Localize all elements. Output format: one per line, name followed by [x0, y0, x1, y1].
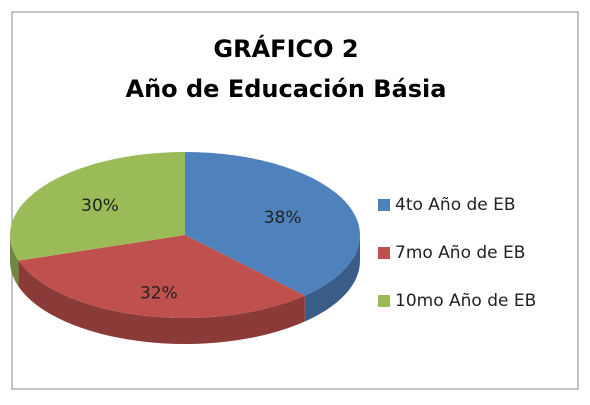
legend-swatch	[378, 199, 390, 211]
pie-slice	[18, 235, 305, 318]
pie-slice-side	[18, 260, 305, 344]
chart-title: GRÁFICO 2	[213, 34, 358, 63]
data-label: 30%	[81, 196, 119, 216]
pie-slice-side	[10, 235, 19, 287]
legend-swatch	[378, 295, 390, 307]
legend-label: 4to Año de EB	[395, 195, 516, 215]
legend-label: 10mo Año de EB	[395, 291, 536, 311]
legend-label: 7mo Año de EB	[395, 243, 525, 263]
data-label: 32%	[140, 284, 178, 304]
pie-slice	[185, 152, 360, 296]
chart-title: Año de Educación Básia	[126, 75, 447, 103]
legend-swatch	[378, 247, 390, 259]
pie-slice	[9, 151, 186, 261]
pie-slice-side	[304, 235, 360, 322]
data-label: 38%	[264, 208, 302, 228]
